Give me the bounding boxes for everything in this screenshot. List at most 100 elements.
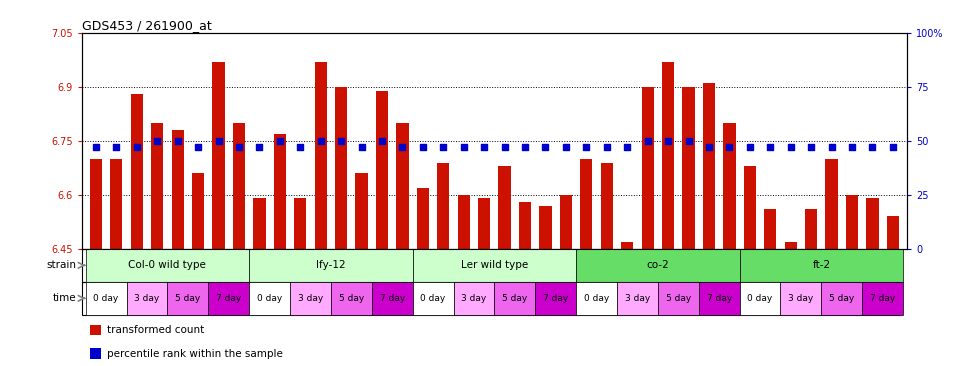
Bar	[151, 123, 163, 249]
Point	[845, 145, 860, 150]
Bar	[355, 173, 368, 249]
Text: 7 day: 7 day	[216, 294, 241, 303]
Bar	[90, 348, 101, 359]
Bar	[576, 282, 617, 315]
Bar	[764, 209, 777, 249]
Text: transformed count: transformed count	[108, 325, 204, 335]
Point	[660, 138, 676, 144]
Point	[293, 145, 308, 150]
Bar	[580, 159, 592, 249]
Bar	[110, 159, 123, 249]
Bar	[208, 282, 250, 315]
Point	[640, 138, 656, 144]
Point	[374, 138, 390, 144]
Text: 5 day: 5 day	[339, 294, 364, 303]
Bar	[85, 282, 127, 315]
Bar	[662, 62, 674, 249]
Bar	[822, 282, 862, 315]
Bar	[739, 282, 780, 315]
Bar	[498, 166, 511, 249]
Text: ft-2: ft-2	[812, 260, 830, 270]
Bar	[253, 198, 266, 249]
Point	[313, 138, 328, 144]
Text: 7 day: 7 day	[870, 294, 896, 303]
Text: 0 day: 0 day	[93, 294, 119, 303]
Point	[272, 138, 287, 144]
Text: 7 day: 7 day	[707, 294, 732, 303]
Point	[742, 145, 757, 150]
Text: 3 day: 3 day	[134, 294, 159, 303]
Point	[783, 145, 799, 150]
Bar	[437, 163, 449, 249]
Text: time: time	[53, 293, 77, 303]
Text: 0 day: 0 day	[420, 294, 445, 303]
Text: 0 day: 0 day	[257, 294, 282, 303]
Bar	[413, 249, 576, 282]
Bar	[683, 87, 695, 249]
Bar	[453, 282, 494, 315]
Bar	[576, 249, 739, 282]
Bar	[617, 282, 658, 315]
Bar	[250, 282, 290, 315]
Text: Col-0 wild type: Col-0 wild type	[129, 260, 206, 270]
Bar	[413, 282, 453, 315]
Point	[129, 145, 144, 150]
Bar	[294, 198, 306, 249]
Text: GDS453 / 261900_at: GDS453 / 261900_at	[82, 19, 211, 32]
Point	[824, 145, 839, 150]
Text: 3 day: 3 day	[462, 294, 487, 303]
Point	[170, 138, 185, 144]
Bar	[90, 325, 101, 335]
Bar	[703, 83, 715, 249]
Point	[579, 145, 594, 150]
Point	[211, 138, 227, 144]
Text: co-2: co-2	[646, 260, 669, 270]
Text: 5 day: 5 day	[665, 294, 691, 303]
Bar	[250, 249, 413, 282]
Bar	[887, 217, 899, 249]
Bar	[866, 198, 878, 249]
Point	[619, 145, 635, 150]
Bar	[739, 249, 903, 282]
Point	[108, 145, 124, 150]
Point	[476, 145, 492, 150]
Bar	[396, 123, 409, 249]
Bar	[621, 242, 634, 249]
Point	[333, 138, 348, 144]
Bar	[458, 195, 469, 249]
Bar	[723, 123, 735, 249]
Point	[231, 145, 247, 150]
Text: 5 day: 5 day	[829, 294, 854, 303]
Text: lfy-12: lfy-12	[316, 260, 346, 270]
Bar	[560, 195, 572, 249]
Text: Ler wild type: Ler wild type	[461, 260, 528, 270]
Bar	[780, 282, 822, 315]
Point	[190, 145, 205, 150]
Bar	[862, 282, 903, 315]
Bar	[417, 188, 429, 249]
Bar	[478, 198, 491, 249]
Bar	[167, 282, 208, 315]
Bar	[540, 206, 552, 249]
Point	[436, 145, 451, 150]
Bar	[90, 159, 102, 249]
Point	[415, 145, 430, 150]
Bar	[601, 163, 612, 249]
Point	[865, 145, 880, 150]
Point	[517, 145, 533, 150]
Point	[885, 145, 900, 150]
Bar	[192, 173, 204, 249]
Point	[702, 145, 717, 150]
Point	[497, 145, 513, 150]
Bar	[274, 134, 286, 249]
Point	[762, 145, 778, 150]
Text: percentile rank within the sample: percentile rank within the sample	[108, 349, 283, 359]
Bar	[172, 130, 183, 249]
Text: 3 day: 3 day	[788, 294, 813, 303]
Bar	[658, 282, 699, 315]
Point	[559, 145, 574, 150]
Text: 7 day: 7 day	[543, 294, 568, 303]
Bar	[376, 90, 388, 249]
Point	[456, 145, 471, 150]
Bar	[805, 209, 817, 249]
